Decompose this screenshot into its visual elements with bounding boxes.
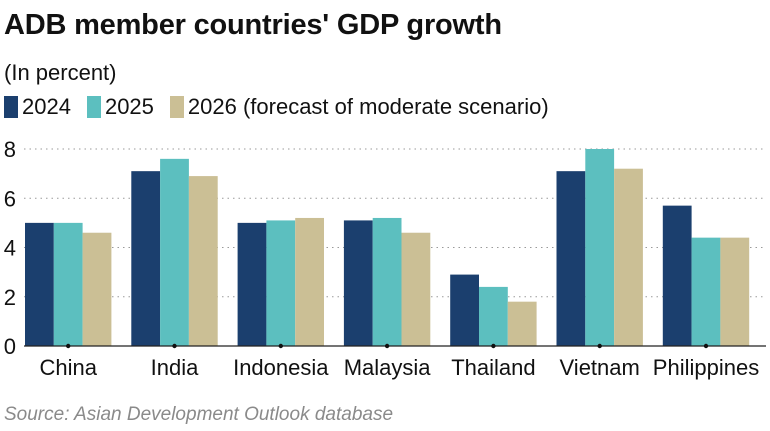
x-tick-vietnam — [597, 343, 602, 349]
category-label-vietnam: Vietnam — [560, 355, 640, 380]
bar-india-2025 — [160, 158, 189, 346]
category-label-china: China — [39, 355, 97, 380]
legend-label-2024: 2024 — [22, 94, 71, 119]
bar-vietnam-2024 — [556, 171, 586, 346]
x-tick-china — [66, 343, 71, 349]
legend-item-2025: 2025 — [86, 94, 154, 120]
y-tick-label-6: 6 — [4, 186, 16, 211]
legend-label-2026: 2026 (forecast of moderate scenario) — [187, 94, 549, 119]
bar-malaysia-2025 — [372, 217, 402, 346]
bar-malaysia-2024 — [343, 220, 373, 346]
x-tick-india — [172, 343, 177, 349]
bar-vietnam-2025 — [585, 149, 615, 346]
bar-indonesia-2026 — [295, 217, 324, 346]
y-tick-label-4: 4 — [4, 236, 16, 261]
bar-indonesia-2025 — [266, 220, 296, 346]
legend-item-2024: 2024 — [4, 94, 71, 120]
bar-china-2026 — [82, 232, 112, 346]
bar-vietnam-2026 — [614, 168, 643, 346]
bar-thailand-2025 — [479, 286, 508, 346]
legend: 2024 2025 2026 (forecast of moderate sce… — [4, 94, 565, 120]
category-label-malaysia: Malaysia — [344, 355, 432, 380]
bar-philippines-2026 — [720, 237, 750, 346]
legend-swatch-2024 — [4, 96, 18, 118]
y-tick-label-2: 2 — [4, 285, 16, 310]
bar-thailand-2026 — [507, 301, 537, 346]
legend-swatch-2025 — [86, 96, 101, 118]
chart-subtitle: (In percent) — [4, 60, 117, 85]
y-tick-label-8: 8 — [4, 137, 16, 162]
x-tick-malaysia — [384, 343, 390, 349]
legend-swatch-2026 — [169, 96, 184, 118]
category-label-india: India — [151, 355, 199, 380]
bar-indonesia-2024 — [237, 222, 267, 346]
y-tick-label-0: 0 — [4, 334, 16, 359]
bar-malaysia-2026 — [401, 232, 431, 346]
legend-label-2025: 2025 — [104, 94, 154, 119]
x-tick-philippines — [703, 343, 709, 349]
bar-philippines-2024 — [662, 205, 692, 346]
bar-thailand-2024 — [450, 274, 479, 346]
category-label-philippines: Philippines — [653, 355, 759, 380]
bar-india-2026 — [188, 176, 218, 346]
bar-india-2024 — [131, 171, 161, 346]
source-note: Source: Asian Development Outlook databa… — [4, 404, 394, 425]
chart-title: ADB member countries' GDP growth — [4, 9, 502, 41]
category-label-thailand: Thailand — [451, 355, 535, 380]
category-label-indonesia: Indonesia — [233, 355, 329, 380]
x-tick-thailand — [491, 343, 496, 349]
x-tick-indonesia — [278, 343, 283, 349]
bar-china-2025 — [53, 222, 83, 346]
legend-item-2026: 2026 (forecast of moderate scenario) — [169, 94, 549, 120]
bar-china-2024 — [25, 222, 54, 346]
bar-philippines-2025 — [691, 237, 721, 346]
